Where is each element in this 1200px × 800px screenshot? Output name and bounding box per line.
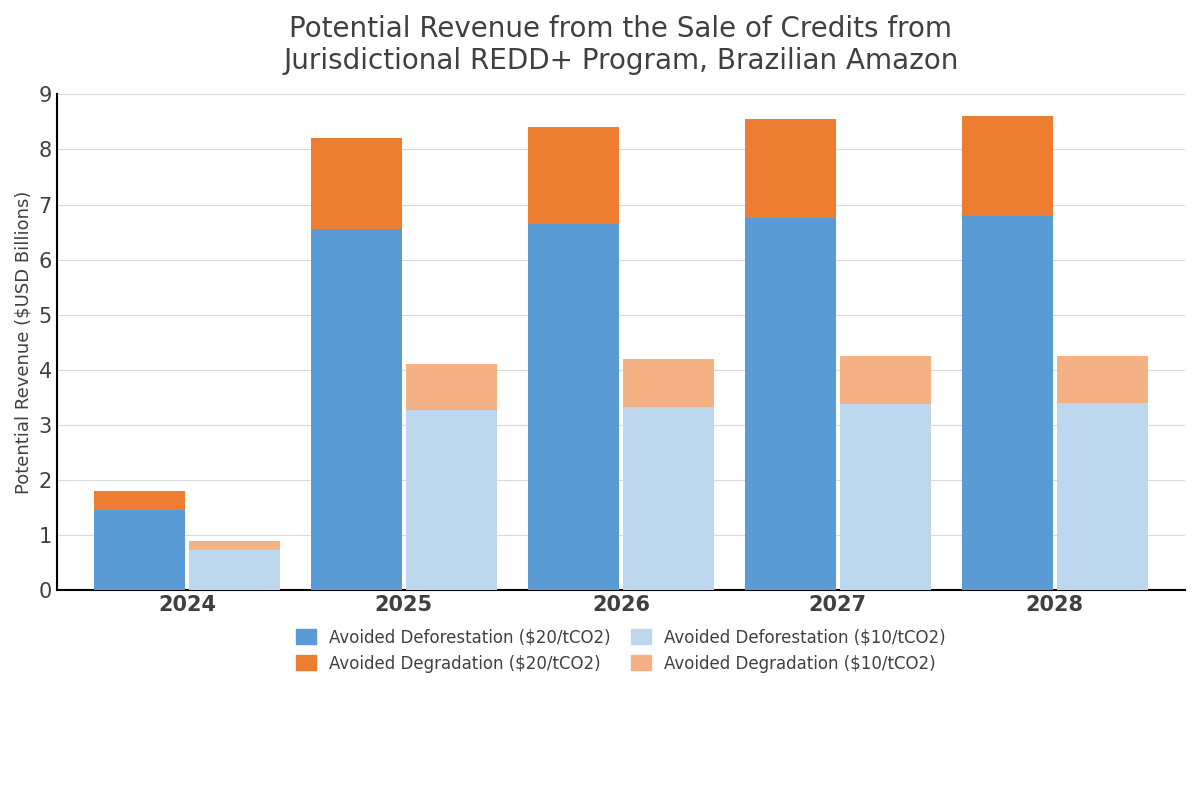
Bar bbox=[190, 550, 281, 590]
Bar bbox=[961, 215, 1052, 590]
Bar bbox=[311, 230, 402, 590]
Legend: Avoided Deforestation ($20/tCO2), Avoided Degradation ($20/tCO2), Avoided Defore: Avoided Deforestation ($20/tCO2), Avoide… bbox=[288, 620, 954, 681]
Bar bbox=[1057, 403, 1148, 590]
Bar bbox=[744, 218, 835, 590]
Bar bbox=[840, 404, 931, 590]
Bar bbox=[961, 117, 1052, 215]
Bar bbox=[406, 364, 497, 410]
Bar bbox=[840, 356, 931, 404]
Bar bbox=[528, 224, 619, 590]
Bar bbox=[94, 491, 185, 510]
Bar bbox=[311, 138, 402, 230]
Bar bbox=[1057, 356, 1148, 403]
Bar bbox=[623, 358, 714, 407]
Bar bbox=[528, 127, 619, 224]
Y-axis label: Potential Revenue ($USD Billions): Potential Revenue ($USD Billions) bbox=[14, 190, 34, 494]
Bar bbox=[406, 410, 497, 590]
Bar bbox=[744, 119, 835, 218]
Bar bbox=[94, 510, 185, 590]
Title: Potential Revenue from the Sale of Credits from
Jurisdictional REDD+ Program, Br: Potential Revenue from the Sale of Credi… bbox=[283, 15, 959, 75]
Bar bbox=[623, 407, 714, 590]
Bar bbox=[190, 541, 281, 550]
